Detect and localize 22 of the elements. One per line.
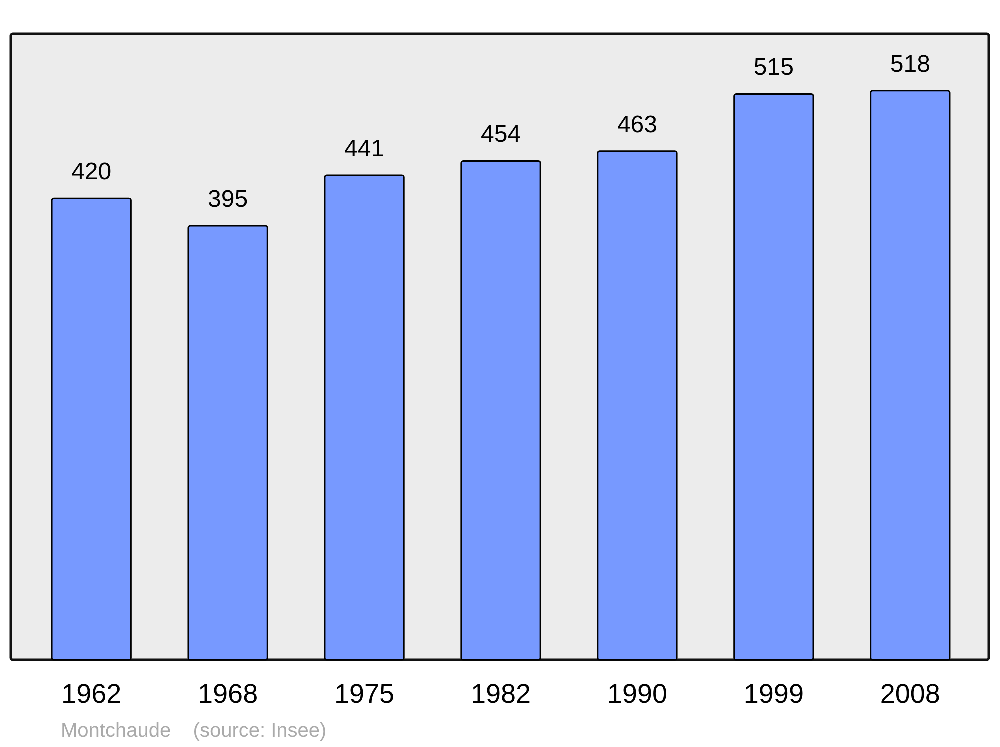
data-label: 463 [617, 111, 658, 138]
bar [324, 174, 405, 661]
data-label: 395 [208, 186, 248, 214]
bar [460, 160, 542, 661]
bar [597, 150, 678, 661]
x-tick-label: 1982 [470, 679, 532, 709]
x-tick-label: 1975 [334, 679, 395, 709]
bar [734, 93, 814, 661]
x-tick-label: 1999 [744, 679, 804, 709]
x-tick-label: 1962 [62, 679, 122, 709]
data-label: 515 [754, 54, 794, 82]
x-tick-label: 1990 [607, 679, 668, 709]
x-tick-label: 1968 [198, 679, 258, 709]
data-label: 420 [72, 158, 112, 186]
bar [870, 90, 951, 661]
data-label: 454 [480, 121, 522, 148]
data-label: 518 [890, 50, 930, 78]
text: Montchaude (source: Insee) [61, 720, 327, 742]
data-label: 441 [344, 136, 385, 163]
bar [188, 225, 268, 661]
x-tick-label: 2008 [880, 679, 940, 709]
bar [51, 198, 132, 661]
